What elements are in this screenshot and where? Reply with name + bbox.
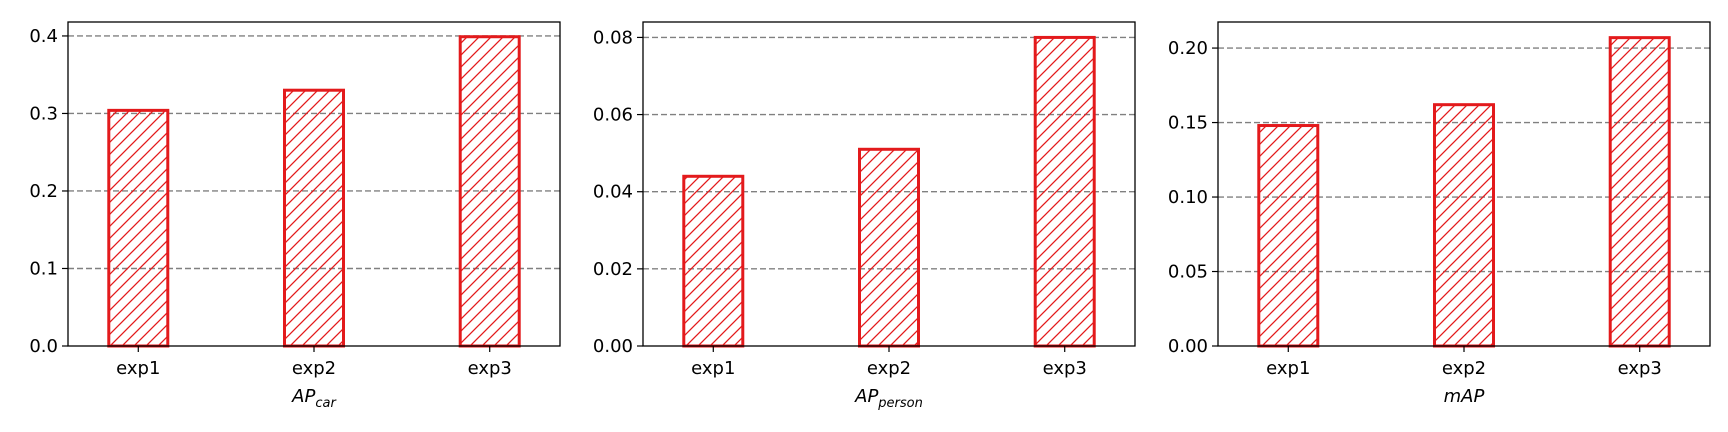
y-tick-label: 0.2 [29, 181, 58, 202]
x-axis-label: APcar [291, 386, 337, 411]
bar-exp2 [283, 88, 345, 348]
x-tick-label: exp1 [116, 358, 160, 379]
x-axis-label: mAP [1444, 386, 1485, 407]
y-tick-label: 0.1 [29, 258, 58, 279]
x-tick-label: exp3 [468, 358, 512, 379]
y-tick-label: 0.00 [593, 336, 633, 357]
x-axis-label-main: mAP [1444, 386, 1485, 407]
y-tick-label: 0.3 [29, 103, 58, 124]
y-tick-label: 0.10 [1168, 187, 1208, 208]
chart-panel-2: 0.00 0.02 0.04 0.06 0.08 exp1 exp2 exp3 APperson [593, 21, 1136, 411]
x-tick-label: exp1 [691, 358, 735, 379]
x-axis-label: APperson [854, 386, 923, 411]
x-tick-label: exp2 [867, 358, 911, 379]
y-tick-label: 0.02 [593, 259, 633, 280]
bar-exp1 [1257, 124, 1320, 348]
y-tick-label: 0.00 [1168, 336, 1208, 357]
x-tick-label: exp3 [1043, 358, 1087, 379]
x-tick-label: exp2 [1442, 358, 1486, 379]
y-tick-label: 0.06 [593, 105, 633, 126]
y-tick-label: 0.15 [1168, 113, 1208, 134]
x-axis-label-sub: car [315, 396, 337, 411]
y-tick-label: 0.4 [29, 26, 58, 47]
y-tick-label: 0.0 [29, 336, 58, 357]
bar-exp3 [458, 35, 521, 348]
x-tick-label: exp3 [1618, 358, 1662, 379]
bar-exp3 [1608, 36, 1671, 348]
chart-panel-3: 0.00 0.05 0.10 0.15 0.20 exp1 exp2 exp3 mAP [1168, 21, 1711, 407]
chart-panel-1: 0.0 0.1 0.2 0.3 0.4 exp1 exp2 exp3 APcar [29, 21, 561, 411]
bar-exp2 [858, 147, 920, 348]
y-tick-label: 0.08 [593, 27, 633, 48]
bar-exp1 [682, 174, 745, 348]
bar-exp1 [107, 108, 170, 348]
bar-exp3 [1033, 35, 1096, 348]
x-tick-label: exp1 [1266, 358, 1310, 379]
x-axis-label-main: AP [854, 386, 878, 407]
x-tick-label: exp2 [292, 358, 336, 379]
bar-exp2 [1433, 103, 1495, 348]
x-axis-label-sub: person [877, 396, 923, 411]
y-tick-label: 0.05 [1168, 262, 1208, 283]
y-tick-label: 0.20 [1168, 38, 1208, 59]
y-tick-label: 0.04 [593, 182, 633, 203]
x-axis-label-main: AP [291, 386, 315, 407]
